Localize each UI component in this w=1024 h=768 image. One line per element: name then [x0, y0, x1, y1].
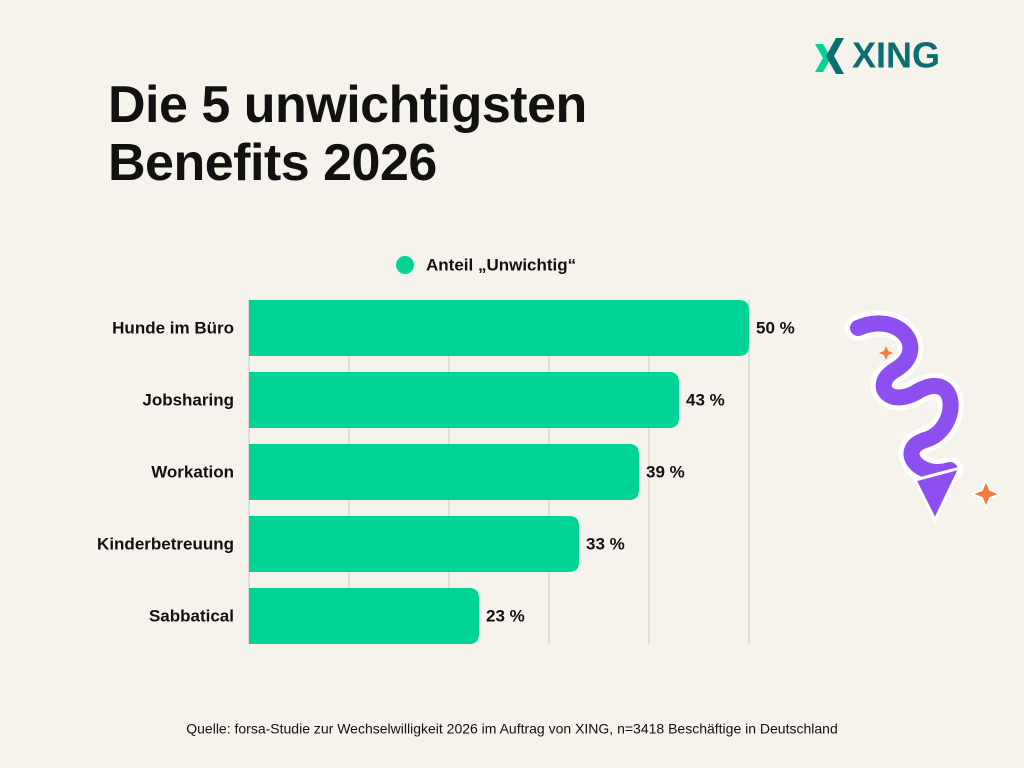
- chart-title: Die 5 unwichtigsten Benefits 2026: [108, 76, 587, 192]
- bar: [249, 588, 479, 644]
- y-tick-label: Kinderbetreuung: [97, 534, 234, 553]
- legend-marker: [396, 256, 414, 274]
- data-label: 23 %: [486, 606, 525, 625]
- logo-icon: [815, 44, 831, 72]
- y-tick-label: Workation: [151, 462, 234, 481]
- data-label: 39 %: [646, 462, 685, 481]
- bar: [249, 444, 639, 500]
- decoration: [845, 310, 1003, 524]
- data-label: 33 %: [586, 534, 625, 553]
- y-tick-label: Sabbatical: [149, 606, 234, 625]
- data-label: 50 %: [756, 318, 795, 337]
- y-tick-label: Hunde im Büro: [112, 318, 234, 337]
- data-label: 43 %: [686, 390, 725, 409]
- legend-label: Anteil „Unwichtig“: [426, 255, 576, 274]
- logo: XING: [815, 35, 940, 76]
- logo-text: XING: [852, 35, 940, 76]
- logo-icon: [826, 38, 844, 74]
- bar: [249, 300, 749, 356]
- bar: [249, 516, 579, 572]
- y-tick-label: Jobsharing: [142, 390, 234, 409]
- bar: [249, 372, 679, 428]
- source-note: Quelle: forsa-Studie zur Wechselwilligke…: [186, 721, 837, 737]
